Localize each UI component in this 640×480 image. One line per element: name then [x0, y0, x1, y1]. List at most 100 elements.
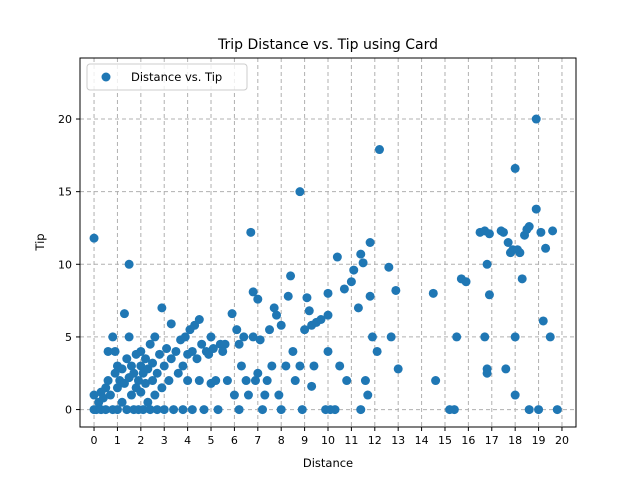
- scatter-point: [248, 332, 258, 342]
- scatter-point: [269, 303, 279, 313]
- scatter-point: [124, 259, 134, 269]
- scatter-point: [119, 309, 129, 319]
- scatter-point: [295, 361, 305, 371]
- scatter-point: [323, 346, 333, 356]
- scatter-point: [159, 405, 169, 415]
- scatter-point: [365, 291, 375, 301]
- scatter-point: [253, 294, 263, 304]
- scatter-point: [552, 405, 562, 415]
- scatter-point: [211, 376, 221, 386]
- scatter-point: [262, 376, 272, 386]
- x-tick-label: 3: [161, 434, 168, 447]
- scatter-point: [374, 145, 384, 155]
- scatter-point: [183, 376, 193, 386]
- scatter-point: [541, 243, 551, 253]
- scatter-point: [302, 293, 312, 303]
- scatter-point: [145, 405, 155, 415]
- scatter-point: [534, 405, 544, 415]
- scatter-point: [152, 368, 162, 378]
- scatter-point: [307, 381, 317, 391]
- scatter-point: [143, 397, 153, 407]
- scatter-point: [253, 368, 263, 378]
- scatter-point: [148, 376, 158, 386]
- y-tick-label: 10: [58, 258, 72, 271]
- scatter-point: [150, 332, 160, 342]
- scatter-point: [265, 325, 275, 335]
- scatter-point: [227, 309, 237, 319]
- x-tick-label: 4: [184, 434, 191, 447]
- scatter-point: [112, 383, 122, 393]
- scatter-point: [124, 332, 134, 342]
- x-tick-label: 19: [532, 434, 546, 447]
- x-tick-label: 18: [508, 434, 522, 447]
- scatter-point: [162, 344, 172, 354]
- scatter-point: [234, 405, 244, 415]
- scatter-point: [89, 390, 99, 400]
- scatter-point: [332, 252, 342, 262]
- scatter-point: [171, 346, 181, 356]
- chart-title: Trip Distance vs. Tip using Card: [217, 37, 438, 53]
- scatter-point: [276, 320, 286, 330]
- x-tick-label: 15: [438, 434, 452, 447]
- scatter-point: [286, 271, 296, 281]
- scatter-point: [103, 376, 113, 386]
- scatter-point: [136, 361, 146, 371]
- scatter-point: [213, 405, 223, 415]
- scatter-point: [449, 405, 459, 415]
- scatter-point: [517, 274, 527, 284]
- scatter-point: [101, 383, 111, 393]
- scatter-point: [510, 163, 520, 173]
- scatter-point: [138, 405, 148, 415]
- scatter-point: [330, 405, 340, 415]
- scatter-point: [255, 335, 265, 345]
- x-tick-label: 20: [555, 434, 569, 447]
- scatter-point: [126, 390, 136, 400]
- scatter-point: [148, 358, 158, 368]
- scatter-point: [531, 114, 541, 124]
- scatter-point: [152, 405, 162, 415]
- scatter-point: [234, 339, 244, 349]
- scatter-point: [122, 405, 132, 415]
- scatter-point: [300, 325, 310, 335]
- scatter-point: [110, 346, 120, 356]
- scatter-point: [164, 376, 174, 386]
- scatter-point: [239, 332, 249, 342]
- scatter-point: [545, 332, 555, 342]
- scatter-point: [548, 226, 558, 236]
- scatter-point: [391, 285, 401, 295]
- scatter-point: [297, 405, 307, 415]
- scatter-point: [323, 310, 333, 320]
- scatter-point: [358, 258, 368, 268]
- scatter-point: [365, 238, 375, 247]
- scatter-point: [105, 390, 115, 400]
- scatter-point: [503, 238, 513, 247]
- scatter-point: [482, 259, 492, 269]
- scatter-point: [274, 390, 284, 400]
- scatter-point: [349, 265, 359, 275]
- scatter-point: [372, 346, 382, 356]
- scatter-point: [342, 376, 352, 386]
- scatter-point: [295, 187, 305, 197]
- scatter-point: [323, 288, 333, 298]
- scatter-point: [101, 405, 111, 415]
- scatter-point: [243, 390, 253, 400]
- y-tick-label: 0: [65, 404, 72, 417]
- scatter-point: [531, 204, 541, 214]
- scatter-point: [431, 376, 441, 386]
- scatter-point: [260, 390, 270, 400]
- scatter-point: [166, 354, 176, 364]
- scatter-point: [356, 249, 366, 259]
- scatter-point: [267, 361, 277, 371]
- scatter-point: [229, 390, 239, 400]
- scatter-point: [353, 303, 363, 313]
- x-tick-label: 11: [344, 434, 358, 447]
- scatter-point: [510, 332, 520, 342]
- scatter-point: [129, 368, 139, 378]
- scatter-point: [309, 361, 319, 371]
- scatter-point: [145, 339, 155, 349]
- scatter-point: [272, 310, 282, 320]
- scatter-point: [108, 332, 118, 342]
- y-tick-label: 15: [58, 186, 72, 199]
- legend: Distance vs. Tip: [86, 63, 248, 91]
- scatter-point: [524, 405, 534, 415]
